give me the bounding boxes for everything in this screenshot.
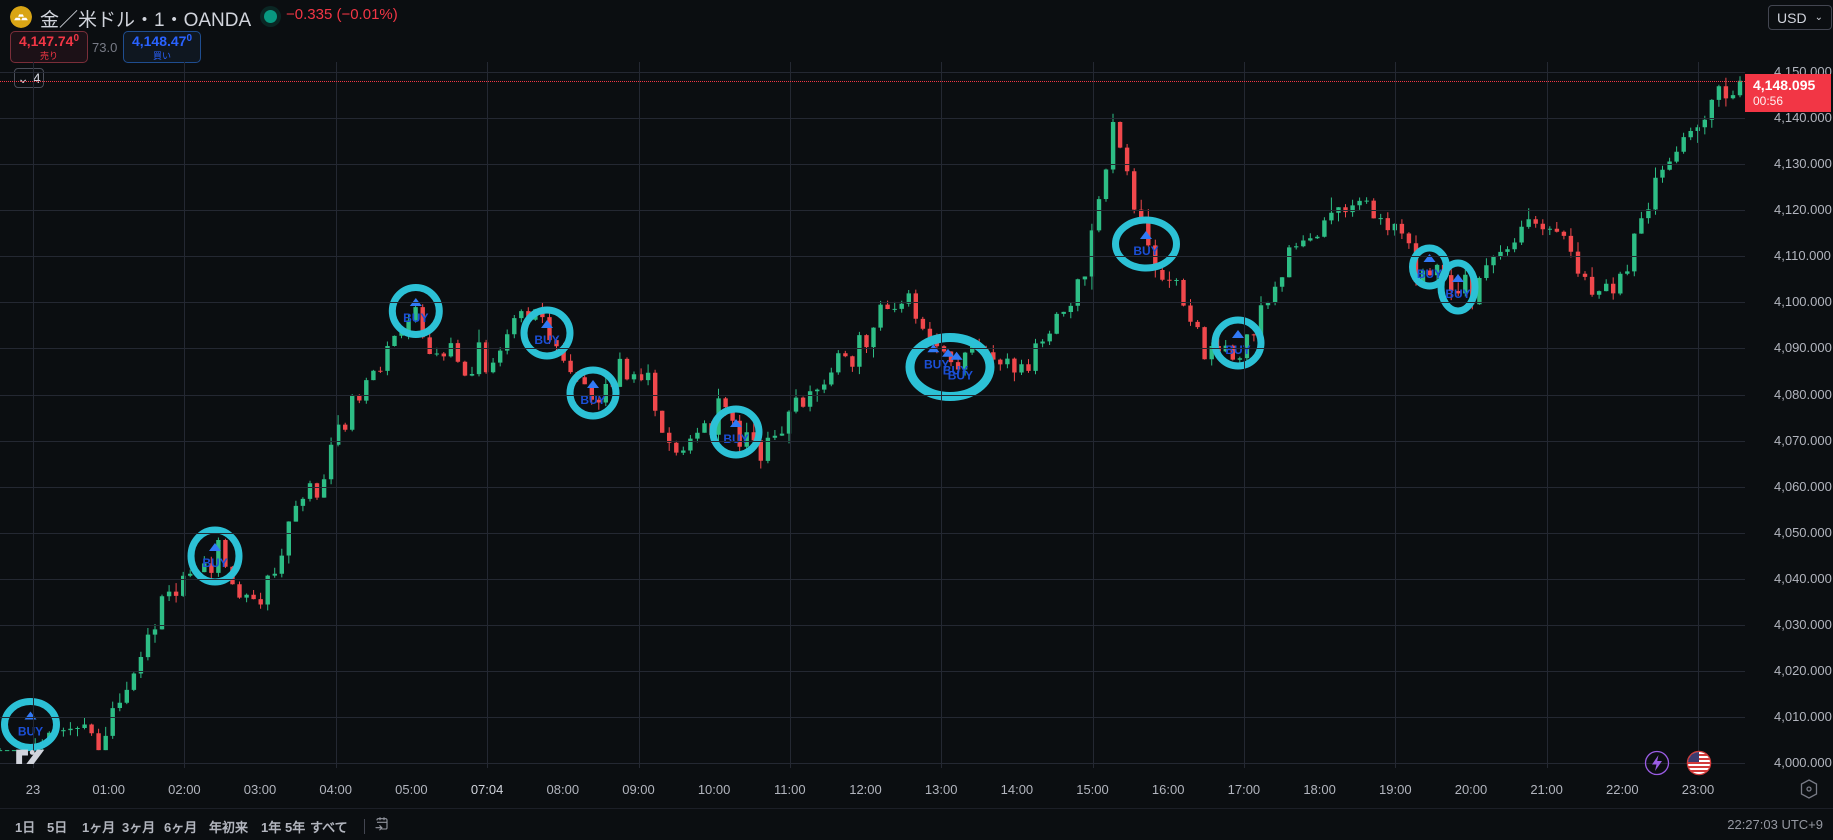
svg-text:BUY: BUY [534, 333, 559, 347]
svg-text:BUY: BUY [723, 432, 748, 446]
svg-text:BUY: BUY [1225, 343, 1250, 357]
svg-text:BUY: BUY [403, 311, 428, 325]
svg-text:BUY: BUY [1445, 287, 1470, 301]
svg-text:BUY: BUY [202, 556, 227, 570]
svg-text:BUY: BUY [18, 725, 43, 739]
svg-text:BUY: BUY [948, 369, 973, 383]
